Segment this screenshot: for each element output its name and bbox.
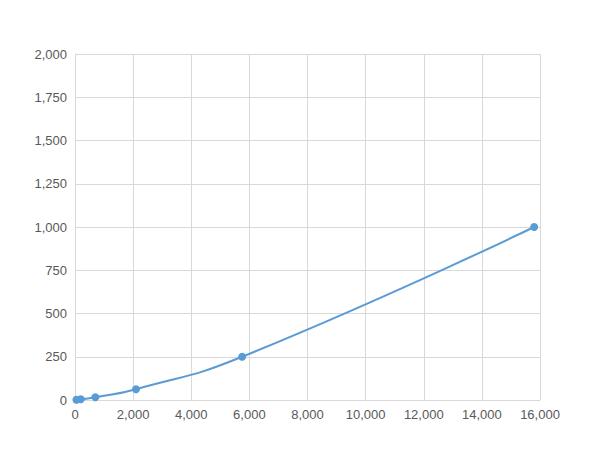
svg-text:4,000: 4,000: [175, 407, 208, 422]
svg-text:12,000: 12,000: [404, 407, 444, 422]
svg-text:0: 0: [60, 393, 67, 408]
svg-text:0: 0: [71, 407, 78, 422]
svg-text:10,000: 10,000: [346, 407, 386, 422]
svg-text:1,500: 1,500: [34, 133, 67, 148]
svg-text:1,750: 1,750: [34, 90, 67, 105]
svg-text:500: 500: [45, 306, 67, 321]
svg-text:16,000: 16,000: [520, 407, 560, 422]
svg-text:2,000: 2,000: [117, 407, 150, 422]
svg-text:6,000: 6,000: [233, 407, 266, 422]
svg-text:8,000: 8,000: [291, 407, 324, 422]
svg-text:750: 750: [45, 263, 67, 278]
svg-text:1,000: 1,000: [34, 220, 67, 235]
svg-text:250: 250: [45, 349, 67, 364]
svg-text:14,000: 14,000: [462, 407, 502, 422]
svg-text:2,000: 2,000: [34, 47, 67, 62]
svg-text:1,250: 1,250: [34, 176, 67, 191]
